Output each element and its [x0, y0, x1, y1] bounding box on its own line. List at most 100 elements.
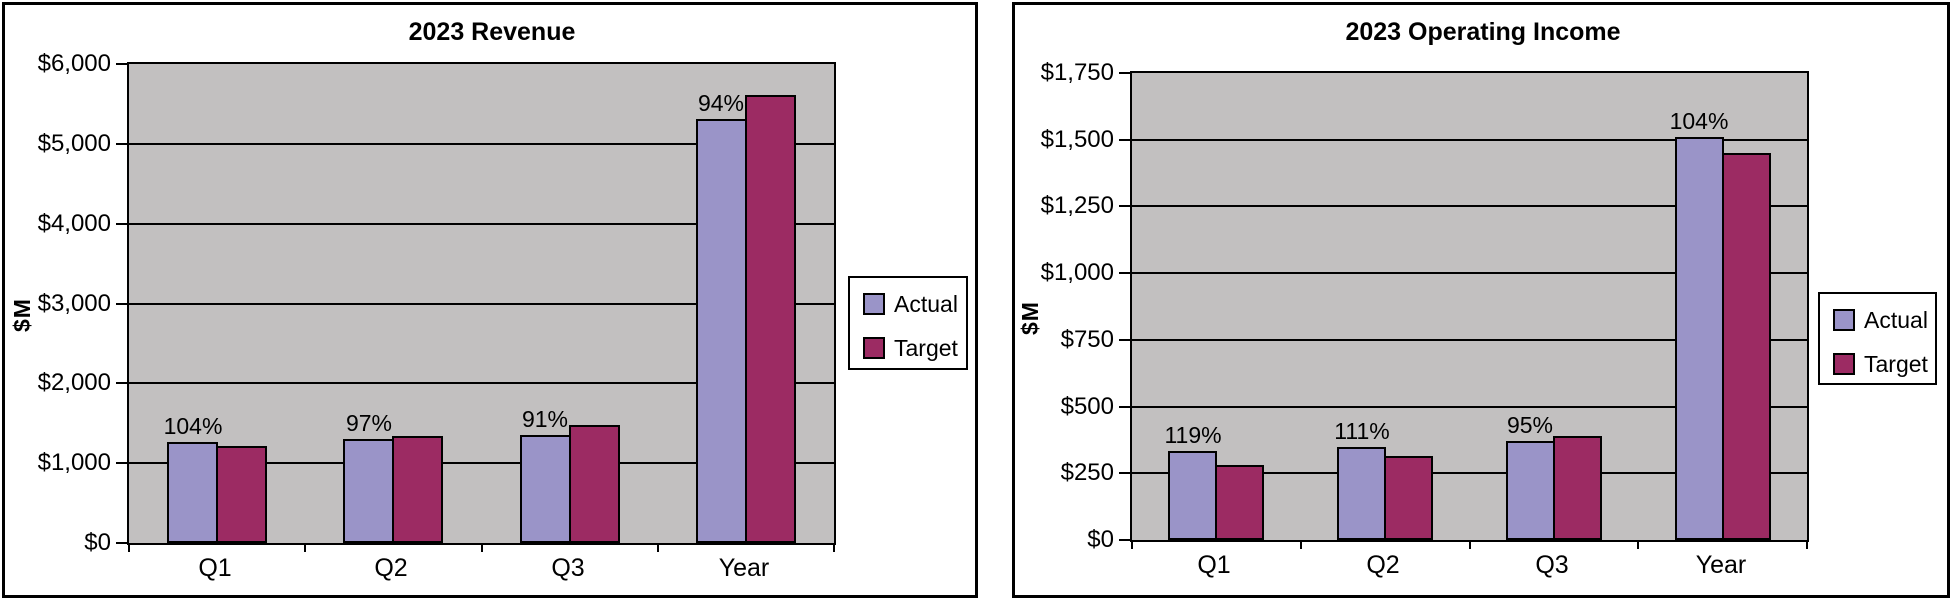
legend-label-target: Target	[894, 334, 958, 361]
chart-title: 2023 Revenue	[408, 18, 576, 46]
y-tick-label: $4,000	[37, 210, 111, 237]
bar-actual-q1	[167, 442, 218, 543]
y-tick-label: $2,000	[37, 369, 111, 396]
plot-area: 104% 97% 91% 94%	[116, 62, 836, 552]
y-tick-label: $1,250	[1040, 192, 1114, 219]
x-axis-tick	[1131, 540, 1133, 549]
y-axis-tick	[116, 462, 127, 464]
gridline	[129, 382, 834, 384]
plot-area: 119% 111% 95% 104%	[1119, 71, 1809, 549]
bar-target-q2	[392, 436, 443, 543]
bar-actual-q3	[520, 435, 571, 543]
x-axis-tick	[833, 543, 835, 552]
bar-target-q3	[1553, 436, 1602, 540]
bar-actual-year	[1675, 137, 1724, 540]
bar-label-year: 94%	[697, 90, 745, 116]
gridline	[129, 303, 834, 305]
bar-label-q1: 119%	[1164, 422, 1222, 448]
gridline	[1132, 406, 1807, 408]
y-tick-label: $1,500	[1040, 126, 1114, 153]
bar-target-year	[745, 95, 796, 543]
legend-swatch-actual	[863, 293, 885, 315]
y-axis-tick	[116, 143, 127, 145]
legend: Actual Target	[1818, 292, 1937, 385]
bar-actual-q1	[1168, 451, 1217, 540]
bar-actual-year	[696, 119, 747, 543]
y-tick-label: $250	[1060, 459, 1114, 486]
gridline	[129, 223, 834, 225]
x-axis-tick	[1637, 540, 1639, 549]
y-tick-label: $0	[84, 529, 111, 556]
legend-label-actual: Actual	[894, 290, 958, 317]
y-tick-label: $1,750	[1040, 59, 1114, 86]
y-axis-tick	[116, 382, 127, 384]
chart-title: 2023 Operating Income	[1345, 18, 1621, 46]
y-axis-tick	[1119, 472, 1130, 474]
x-label-q2: Q2	[374, 554, 408, 582]
gridline	[1132, 205, 1807, 207]
revenue-chart-panel: 2023 Revenue $M 104% 97% 91% 94% Actual Targ…	[2, 2, 978, 598]
y-axis-tick	[1119, 339, 1130, 341]
x-axis-tick	[128, 543, 130, 552]
x-label-q3: Q3	[1535, 551, 1569, 579]
bar-label-q2: 111%	[1334, 418, 1390, 444]
x-label-q1: Q1	[198, 554, 232, 582]
gridline	[129, 462, 834, 464]
x-label-q2: Q2	[1366, 551, 1400, 579]
y-axis-tick	[1119, 539, 1130, 541]
y-tick-label: $0	[1087, 526, 1114, 553]
x-axis-tick	[304, 543, 306, 552]
gridline	[1132, 339, 1807, 341]
x-axis-tick	[481, 543, 483, 552]
gridline	[1132, 472, 1807, 474]
y-axis-tick	[1119, 272, 1130, 274]
x-label-year: Year	[718, 554, 770, 582]
legend-entry-actual: Actual	[1833, 306, 1935, 333]
bar-actual-q2	[343, 439, 394, 543]
bar-target-q1	[1215, 465, 1264, 540]
x-axis-tick	[1806, 540, 1808, 549]
bar-label-year: 104%	[1669, 108, 1729, 134]
legend-swatch-target	[863, 337, 885, 359]
y-tick-label: $3,000	[37, 290, 111, 317]
x-axis-tick	[657, 543, 659, 552]
bar-actual-q3	[1506, 441, 1555, 540]
y-axis-tick	[1119, 72, 1130, 74]
legend-swatch-target	[1833, 353, 1855, 375]
bar-target-q1	[216, 446, 267, 543]
x-axis-tick	[1300, 540, 1302, 549]
y-tick-label: $5,000	[37, 130, 111, 157]
operating-income-chart-panel: 2023 Operating Income $M 119% 111% 95% 104%…	[1012, 2, 1950, 598]
legend-label-target: Target	[1864, 350, 1928, 377]
y-axis-tick	[116, 63, 127, 65]
bar-target-q2	[1384, 456, 1433, 540]
bar-label-q2: 97%	[345, 410, 393, 436]
legend: Actual Target	[848, 276, 968, 370]
y-axis-tick	[116, 542, 127, 544]
x-axis-tick	[1469, 540, 1471, 549]
y-axis-tick	[1119, 406, 1130, 408]
bar-target-q3	[569, 425, 620, 543]
x-label-q3: Q3	[551, 554, 585, 582]
x-label-year: Year	[1695, 551, 1747, 579]
gridline	[1132, 272, 1807, 274]
y-axis-tick	[116, 303, 127, 305]
gridline	[1132, 139, 1807, 141]
bar-label-q3: 91%	[521, 406, 569, 432]
bar-target-year	[1722, 153, 1771, 540]
gridline	[129, 143, 834, 145]
legend-entry-target: Target	[863, 334, 966, 361]
legend-label-actual: Actual	[1864, 306, 1928, 333]
legend-swatch-actual	[1833, 309, 1855, 331]
bar-label-q3: 95%	[1506, 412, 1554, 438]
y-tick-label: $6,000	[37, 50, 111, 77]
y-axis-tick	[116, 223, 127, 225]
bar-label-q1: 104%	[163, 413, 223, 439]
y-axis-tick	[1119, 139, 1130, 141]
y-tick-label: $1,000	[37, 449, 111, 476]
x-label-q1: Q1	[1197, 551, 1231, 579]
y-tick-label: $750	[1060, 326, 1114, 353]
y-axis-tick	[1119, 205, 1130, 207]
legend-entry-actual: Actual	[863, 290, 966, 317]
